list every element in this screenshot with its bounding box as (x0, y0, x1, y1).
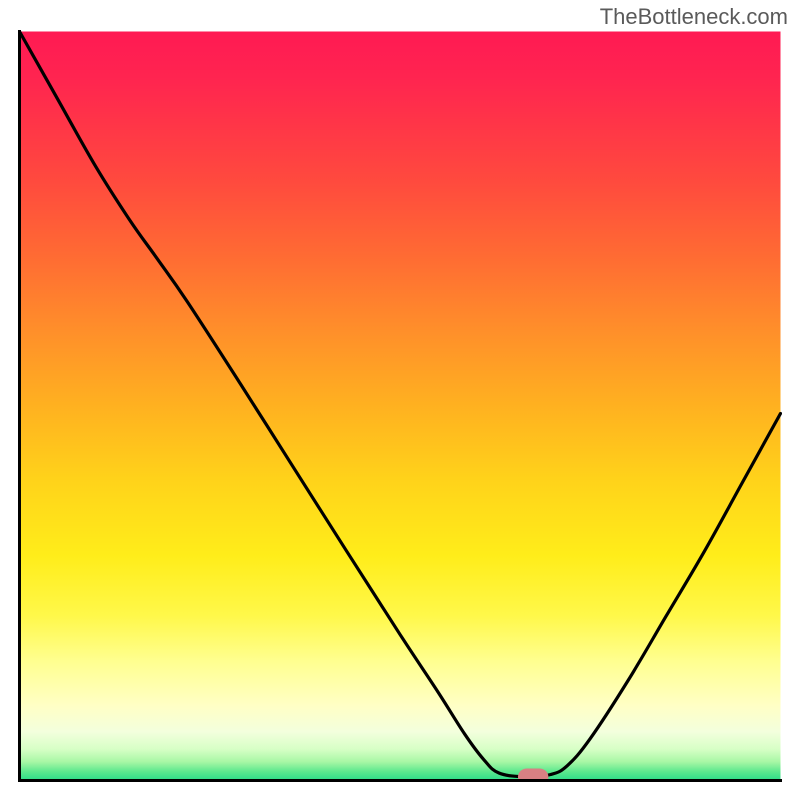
bottleneck-chart (18, 30, 782, 782)
chart-area (18, 30, 782, 782)
chart-background (20, 32, 781, 781)
chart-container: TheBottleneck.com (0, 0, 800, 800)
watermark-text: TheBottleneck.com (600, 4, 788, 30)
